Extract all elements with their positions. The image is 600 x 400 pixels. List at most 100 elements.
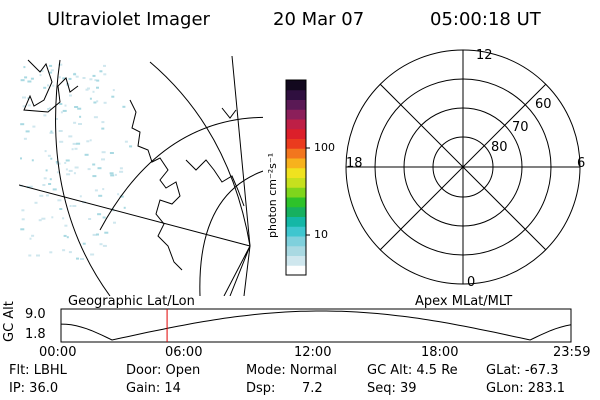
time-tick: 00:00: [39, 345, 77, 360]
colorbar-cell: [286, 226, 306, 237]
aurora-speckle: [28, 254, 32, 257]
colorbar-cell: [286, 158, 306, 169]
aurora-speckle: [56, 171, 59, 174]
aurora-speckle: [39, 74, 42, 77]
altitude-tick-max: 9.0: [25, 307, 46, 322]
colorbar-cell: [286, 148, 306, 159]
aurora-speckle: [59, 103, 63, 105]
aurora-speckle: [104, 231, 109, 234]
aurora-speckle: [58, 63, 63, 66]
aurora-speckle: [68, 251, 72, 254]
aurora-speckle: [92, 175, 97, 178]
aurora-speckle: [79, 195, 82, 198]
aurora-speckle: [74, 166, 79, 169]
aurora-speckle: [23, 66, 26, 69]
aurora-speckle: [88, 218, 92, 220]
colorbar-cell: [286, 216, 306, 227]
aurora-speckle: [21, 209, 25, 212]
ip-status: IP: 36.0: [9, 381, 59, 396]
aurora-speckle: [96, 100, 99, 103]
colorbar-cell: [286, 167, 306, 178]
aurora-speckle: [43, 86, 47, 89]
colorbar-cell: [286, 197, 306, 208]
aurora-speckle: [31, 159, 34, 162]
aurora-speckle: [89, 97, 92, 100]
aurora-speckle: [92, 90, 95, 93]
mlt-label-6: 6: [577, 156, 586, 171]
colorbar-cell: [286, 206, 306, 217]
time-tick: 06:00: [165, 345, 203, 360]
aurora-speckle: [43, 114, 47, 117]
aurora-speckle: [80, 258, 84, 260]
aurora-speckle: [89, 78, 93, 81]
aurora-speckle: [75, 75, 79, 78]
colorbar-tick-100: 100: [314, 141, 335, 154]
aurora-speckle: [113, 221, 116, 224]
lat-label-60: 60: [535, 97, 552, 112]
instrument-title: Ultraviolet Imager: [47, 9, 210, 30]
aurora-speckle: [63, 234, 67, 237]
lat-label-70: 70: [512, 120, 529, 135]
aurora-speckle: [59, 140, 64, 143]
colorbar-cell: [286, 138, 306, 149]
aurora-speckle: [109, 172, 114, 175]
filter-status: Flt: LBHL: [9, 363, 67, 378]
aurora-speckle: [101, 127, 105, 130]
aurora-speckle: [119, 195, 124, 198]
aurora-speckle: [109, 152, 114, 154]
aurora-speckle: [62, 249, 66, 252]
coastline: [129, 99, 183, 271]
aurora-speckle: [66, 173, 71, 176]
aurora-speckle: [103, 64, 106, 67]
colorbar-cell: [286, 236, 306, 247]
aurora-speckle: [74, 147, 78, 150]
aurora-speckle: [110, 174, 115, 177]
graticule-line: [55, 59, 111, 296]
aurora-speckle: [36, 254, 40, 257]
colorbar-cell: [286, 255, 306, 266]
aurora-speckle: [94, 189, 98, 192]
aurora-speckle: [62, 217, 65, 220]
aurora-speckle: [85, 88, 89, 91]
aurora-speckle: [79, 115, 82, 118]
aurora-speckle: [90, 253, 95, 256]
graticule-line: [243, 245, 251, 296]
time-tick: 18:00: [421, 345, 459, 360]
aurora-speckle: [98, 194, 103, 197]
aurora-speckle: [97, 213, 102, 216]
aurora-speckle: [65, 159, 70, 162]
aurora-speckle: [24, 76, 28, 79]
altitude-tick-min: 1.8: [25, 327, 46, 342]
aurora-speckle: [41, 217, 46, 220]
aurora-speckle: [76, 257, 79, 260]
apex-panel-label: Apex MLat/MLT: [415, 294, 513, 309]
aurora-speckle: [64, 162, 67, 164]
aurora-speckle: [49, 251, 53, 254]
aurora-speckle: [82, 242, 86, 245]
aurora-speckle: [47, 108, 50, 111]
aurora-speckle: [51, 216, 54, 219]
aurora-speckle: [68, 169, 73, 172]
aurora-speckle: [68, 77, 72, 80]
aurora-speckle: [21, 218, 25, 221]
aurora-speckle: [76, 142, 81, 145]
aurora-speckle: [74, 106, 79, 108]
seq-status: Seq: 39: [367, 381, 417, 396]
time-tick: 23:59: [553, 345, 591, 360]
aurora-speckle: [22, 105, 26, 108]
aurora-speckle: [73, 73, 77, 76]
aurora-speckle: [55, 161, 59, 163]
aurora-speckle: [99, 243, 103, 246]
aurora-speckle: [49, 64, 53, 67]
aurora-speckle: [102, 216, 106, 219]
aurora-speckle: [77, 107, 82, 110]
aurora-speckle: [55, 118, 58, 120]
aurora-speckle: [114, 173, 117, 176]
aurora-speckle: [103, 73, 107, 76]
mlt-label-0: 0: [467, 275, 476, 290]
time-tick: 12:00: [294, 345, 332, 360]
aurora-speckle: [87, 87, 90, 90]
aurora-speckle: [129, 145, 133, 148]
graticule-line: [99, 116, 263, 231]
